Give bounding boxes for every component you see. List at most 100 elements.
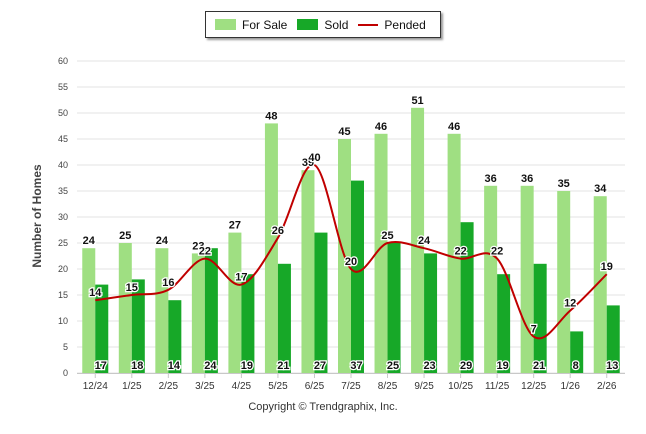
data-label-pended: 14 — [89, 287, 102, 299]
x-tick-label: 9/25 — [414, 381, 434, 392]
x-tick-label: 2/26 — [597, 381, 617, 392]
data-label-for-sale: 35 — [558, 178, 570, 190]
bar-for-sale — [374, 133, 388, 373]
y-tick-label: 55 — [58, 82, 68, 92]
y-tick-label: 45 — [58, 134, 68, 144]
y-tick-label: 25 — [58, 238, 68, 248]
bar-sold — [204, 248, 218, 373]
y-tick-label: 10 — [58, 316, 68, 326]
bar-for-sale — [447, 133, 461, 373]
bar-for-sale — [228, 232, 242, 373]
data-label-for-sale: 24 — [156, 235, 169, 247]
bar-sold — [387, 243, 401, 373]
bar-sold — [95, 284, 109, 373]
data-label-pended: 7 — [531, 324, 537, 336]
bar-for-sale — [593, 196, 607, 373]
y-tick-label: 15 — [58, 290, 68, 300]
y-tick-label: 30 — [58, 212, 68, 222]
data-label-for-sale: 51 — [411, 95, 423, 107]
legend-label-sold: Sold — [324, 17, 349, 32]
bar-for-sale — [557, 191, 571, 373]
bar-sold — [460, 222, 474, 373]
data-label-sold: 24 — [204, 360, 217, 372]
data-label-sold: 18 — [131, 360, 143, 372]
legend-swatch-pended — [358, 23, 379, 26]
data-label-for-sale: 46 — [375, 121, 387, 133]
data-label-for-sale: 27 — [229, 220, 241, 232]
data-label-for-sale: 25 — [119, 230, 131, 242]
data-label-sold: 37 — [350, 360, 362, 372]
x-tick-label: 10/25 — [448, 381, 473, 392]
data-label-for-sale: 45 — [338, 126, 350, 138]
bar-sold — [570, 331, 584, 373]
data-label-pended: 16 — [162, 277, 174, 289]
bar-sold — [277, 263, 291, 373]
x-tick-label: 12/25 — [521, 381, 546, 392]
bar-for-sale — [118, 243, 132, 373]
data-label-sold: 17 — [95, 360, 107, 372]
y-tick-label: 40 — [58, 160, 68, 170]
data-label-pended: 19 — [601, 261, 613, 273]
data-label-for-sale: 39 — [302, 157, 314, 169]
bar-sold — [241, 274, 255, 373]
bar-for-sale — [191, 253, 205, 373]
x-tick-label: 7/25 — [341, 381, 361, 392]
legend-label-pended: Pended — [384, 17, 426, 32]
copyright-text: Copyright © Trendgraphix, Inc. — [248, 401, 398, 413]
y-tick-label: 5 — [63, 342, 68, 352]
legend-label-for-sale: For Sale — [242, 17, 288, 32]
bar-for-sale — [301, 170, 315, 373]
data-label-pended: 25 — [381, 230, 393, 242]
data-label-sold: 21 — [277, 360, 289, 372]
data-label-for-sale: 24 — [83, 235, 96, 247]
x-tick-label: 12/24 — [83, 381, 108, 392]
data-label-sold: 14 — [168, 360, 181, 372]
y-tick-label: 35 — [58, 186, 68, 196]
legend-item-sold[interactable]: Sold — [297, 18, 348, 32]
data-label-for-sale: 36 — [485, 173, 497, 185]
data-label-pended: 22 — [491, 246, 503, 258]
x-tick-label: 1/26 — [560, 381, 580, 392]
data-label-sold: 23 — [423, 360, 435, 372]
data-label-pended: 12 — [564, 298, 576, 310]
data-label-pended: 22 — [199, 246, 211, 258]
bar-for-sale — [520, 185, 534, 373]
data-label-pended: 40 — [308, 152, 320, 164]
legend-item-for-sale[interactable]: For Sale — [215, 18, 287, 32]
x-tick-label: 2/25 — [159, 381, 179, 392]
legend-item-pended[interactable]: Pended — [358, 17, 426, 32]
data-label-pended: 22 — [454, 246, 466, 258]
x-tick-label: 3/25 — [195, 381, 215, 392]
data-label-pended: 24 — [418, 235, 431, 247]
line-pended — [95, 163, 608, 340]
data-label-for-sale: 23 — [192, 240, 204, 252]
data-label-sold: 29 — [460, 360, 472, 372]
data-label-sold: 21 — [533, 360, 545, 372]
data-label-for-sale: 48 — [265, 110, 277, 122]
bar-sold — [314, 232, 328, 373]
data-label-sold: 19 — [497, 360, 509, 372]
bar-for-sale — [155, 248, 169, 373]
bar-for-sale — [411, 107, 425, 374]
bar-sold — [424, 253, 438, 373]
x-tick-label: 1/25 — [122, 381, 142, 392]
data-label-pended: 20 — [345, 256, 357, 268]
data-label-sold: 19 — [241, 360, 253, 372]
data-label-pended: 17 — [235, 272, 247, 284]
data-label-sold: 27 — [314, 360, 326, 372]
x-tick-label: 11/25 — [485, 381, 510, 392]
bar-sold — [168, 300, 182, 373]
data-label-sold: 13 — [606, 360, 618, 372]
legend-swatch-for-sale — [215, 19, 236, 30]
data-label-sold: 8 — [573, 360, 579, 372]
y-tick-label: 60 — [58, 56, 68, 66]
bar-sold — [131, 279, 145, 373]
bar-sold — [497, 274, 511, 373]
y-tick-label: 50 — [58, 108, 68, 118]
y-tick-label: 0 — [63, 368, 68, 378]
x-tick-label: 8/25 — [378, 381, 398, 392]
bar-for-sale — [82, 248, 96, 373]
data-label-pended: 26 — [272, 225, 284, 237]
data-label-for-sale: 46 — [448, 121, 460, 133]
